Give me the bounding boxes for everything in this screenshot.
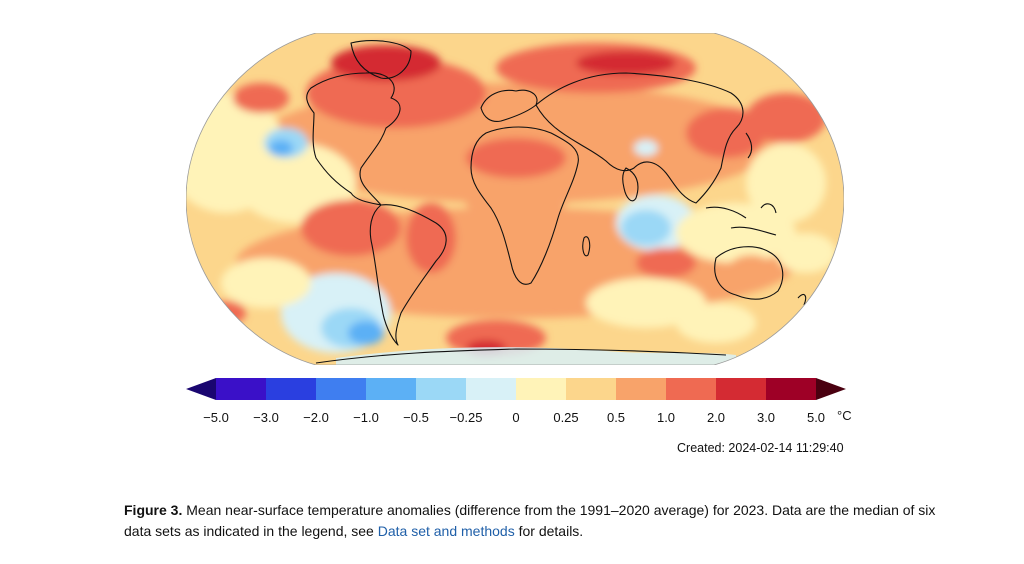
legend-tick-label: −0.5 <box>403 410 429 425</box>
legend-swatch <box>766 378 816 400</box>
legend-swatch <box>716 378 766 400</box>
legend-tick-label: −3.0 <box>253 410 279 425</box>
map-outline <box>186 33 844 365</box>
legend-swatch <box>366 378 416 400</box>
legend-tick-label: 0.5 <box>606 410 626 425</box>
figure-caption: Figure 3. Mean near-surface temperature … <box>124 500 964 542</box>
legend-swatch <box>616 378 666 400</box>
legend-tick-label: 1.0 <box>656 410 676 425</box>
data-set-methods-link[interactable]: Data set and methods <box>377 523 515 539</box>
temperature-anomaly-map <box>186 33 844 365</box>
legend-swatch <box>316 378 366 400</box>
legend-tick-label: −5.0 <box>203 410 229 425</box>
legend-swatch <box>466 378 516 400</box>
legend-swatch <box>516 378 566 400</box>
legend-bar <box>186 378 846 400</box>
figure-label: Figure 3. <box>124 502 183 518</box>
legend-tick-label: 5.0 <box>806 410 826 425</box>
legend-swatch <box>216 378 266 400</box>
legend-swatch <box>666 378 716 400</box>
legend-tip-left <box>186 378 216 400</box>
legend-tick-label: −2.0 <box>303 410 329 425</box>
legend-tick-label: −1.0 <box>353 410 379 425</box>
caption-text: Mean near-surface temperature anomalies … <box>124 502 936 539</box>
legend-unit: °C <box>837 408 852 423</box>
created-timestamp: Created: 2024-02-14 11:29:40 <box>677 441 844 455</box>
legend-tick-label: 2.0 <box>706 410 726 425</box>
legend-tick-label: −0.25 <box>449 410 483 425</box>
legend-tick-label: 3.0 <box>756 410 776 425</box>
legend-tip-right <box>816 378 846 400</box>
legend-swatch <box>416 378 466 400</box>
legend-tick-label: 0 <box>512 410 520 425</box>
legend-tick-label: 0.25 <box>553 410 579 425</box>
legend-swatch <box>566 378 616 400</box>
anomaly-field <box>186 43 836 356</box>
coastlines <box>306 40 807 364</box>
color-legend <box>186 378 850 422</box>
legend-swatch <box>266 378 316 400</box>
caption-suffix: for details. <box>514 523 584 539</box>
